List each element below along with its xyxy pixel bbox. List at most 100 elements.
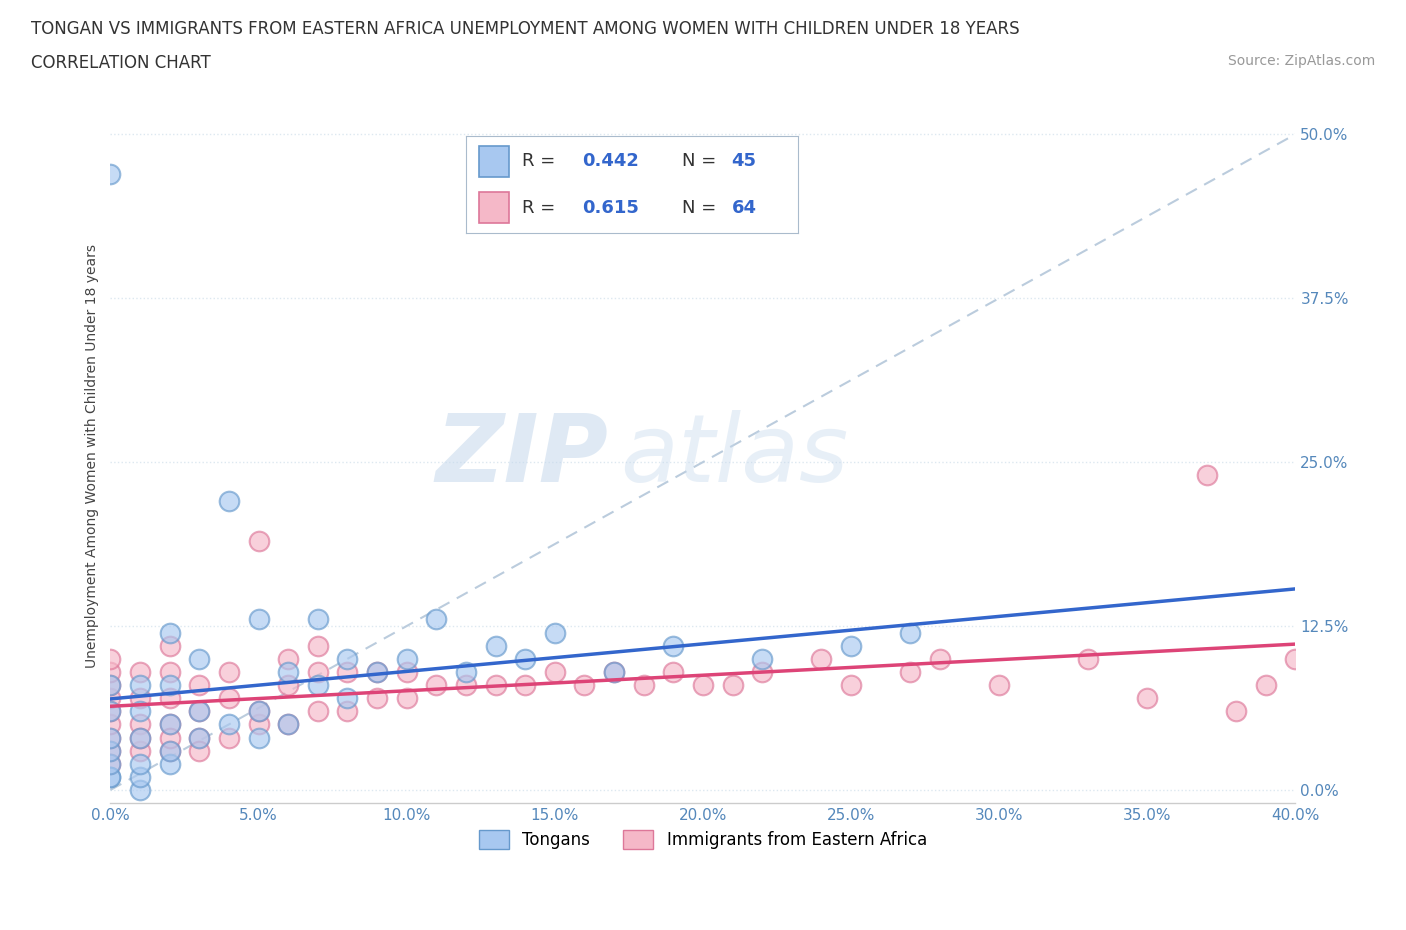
Point xyxy=(247,730,270,745)
Point xyxy=(100,717,122,732)
Point xyxy=(898,625,921,640)
Point xyxy=(100,691,122,706)
Point xyxy=(484,638,506,653)
Point xyxy=(395,651,418,666)
Point xyxy=(100,743,122,758)
Point xyxy=(129,782,152,797)
Point xyxy=(603,665,626,680)
Point xyxy=(129,730,152,745)
Point xyxy=(1284,651,1306,666)
Point xyxy=(839,638,862,653)
Point xyxy=(336,651,359,666)
Point xyxy=(898,665,921,680)
Point xyxy=(159,678,181,693)
Point xyxy=(247,704,270,719)
Point xyxy=(247,533,270,548)
Point xyxy=(929,651,952,666)
Point xyxy=(188,651,211,666)
Point xyxy=(159,730,181,745)
Point xyxy=(129,769,152,784)
Point xyxy=(218,730,240,745)
Point xyxy=(454,678,477,693)
Point xyxy=(810,651,832,666)
Point xyxy=(307,638,329,653)
Point xyxy=(129,717,152,732)
Point xyxy=(188,730,211,745)
Point xyxy=(247,717,270,732)
Point xyxy=(247,612,270,627)
Point xyxy=(159,756,181,771)
Point xyxy=(100,166,122,181)
Point xyxy=(544,665,567,680)
Point xyxy=(218,494,240,509)
Point xyxy=(100,730,122,745)
Point xyxy=(662,638,685,653)
Point xyxy=(277,717,299,732)
Point xyxy=(395,665,418,680)
Point xyxy=(515,651,537,666)
Point xyxy=(218,665,240,680)
Point xyxy=(129,691,152,706)
Point xyxy=(1077,651,1099,666)
Point xyxy=(129,704,152,719)
Point xyxy=(988,678,1011,693)
Point xyxy=(188,678,211,693)
Point xyxy=(277,678,299,693)
Point xyxy=(366,665,388,680)
Point xyxy=(129,743,152,758)
Point xyxy=(484,678,506,693)
Text: Source: ZipAtlas.com: Source: ZipAtlas.com xyxy=(1227,54,1375,68)
Text: atlas: atlas xyxy=(620,410,848,501)
Point xyxy=(515,678,537,693)
Point xyxy=(1225,704,1247,719)
Point xyxy=(336,665,359,680)
Legend: Tongans, Immigrants from Eastern Africa: Tongans, Immigrants from Eastern Africa xyxy=(471,821,935,857)
Point xyxy=(751,651,773,666)
Point xyxy=(633,678,655,693)
Point xyxy=(603,665,626,680)
Point xyxy=(692,678,714,693)
Point xyxy=(100,665,122,680)
Text: ZIP: ZIP xyxy=(436,409,609,501)
Point xyxy=(218,691,240,706)
Text: TONGAN VS IMMIGRANTS FROM EASTERN AFRICA UNEMPLOYMENT AMONG WOMEN WITH CHILDREN : TONGAN VS IMMIGRANTS FROM EASTERN AFRICA… xyxy=(31,20,1019,38)
Point xyxy=(751,665,773,680)
Point xyxy=(159,638,181,653)
Point xyxy=(188,743,211,758)
Point xyxy=(100,769,122,784)
Point xyxy=(100,704,122,719)
Point xyxy=(247,704,270,719)
Point xyxy=(100,678,122,693)
Point xyxy=(129,756,152,771)
Point xyxy=(100,743,122,758)
Point xyxy=(129,665,152,680)
Point xyxy=(159,743,181,758)
Point xyxy=(1254,678,1277,693)
Point xyxy=(159,717,181,732)
Point xyxy=(159,665,181,680)
Point xyxy=(188,704,211,719)
Point xyxy=(366,665,388,680)
Point xyxy=(395,691,418,706)
Point xyxy=(454,665,477,680)
Y-axis label: Unemployment Among Women with Children Under 18 years: Unemployment Among Women with Children U… xyxy=(86,244,100,668)
Point xyxy=(662,665,685,680)
Point xyxy=(100,756,122,771)
Point xyxy=(277,665,299,680)
Point xyxy=(307,678,329,693)
Text: CORRELATION CHART: CORRELATION CHART xyxy=(31,54,211,72)
Point xyxy=(100,651,122,666)
Point xyxy=(159,743,181,758)
Point xyxy=(574,678,596,693)
Point xyxy=(100,756,122,771)
Point xyxy=(277,717,299,732)
Point xyxy=(188,730,211,745)
Point xyxy=(159,625,181,640)
Point xyxy=(277,651,299,666)
Point xyxy=(425,678,447,693)
Point xyxy=(1195,468,1218,483)
Point xyxy=(336,704,359,719)
Point xyxy=(425,612,447,627)
Point xyxy=(129,678,152,693)
Point xyxy=(336,691,359,706)
